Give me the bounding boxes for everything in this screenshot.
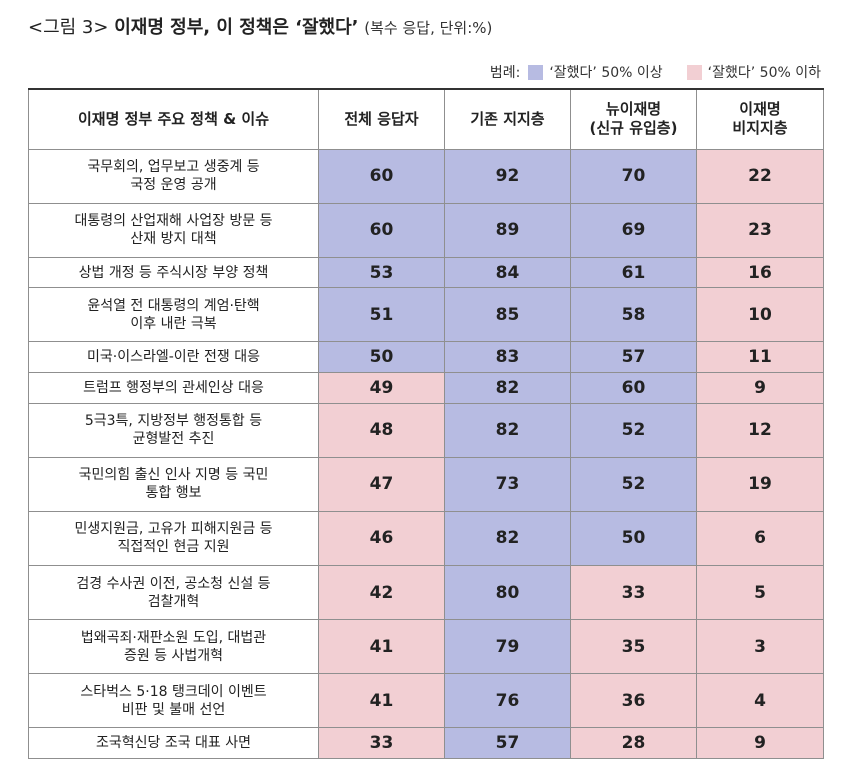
value-cell-existing: 82 xyxy=(444,402,571,458)
value-cell-existing: 85 xyxy=(444,287,571,343)
legend-low-swatch xyxy=(686,64,702,80)
value-cell-new: 36 xyxy=(570,673,697,729)
table-row: 검경 수사권 이전, 공소청 신설 등 검찰개혁 42 80 33 5 xyxy=(28,565,824,621)
issue-cell: 상법 개정 등 주식시장 부양 정책 xyxy=(28,256,319,289)
value-cell-non: 9 xyxy=(696,372,824,404)
value-cell-non: 6 xyxy=(696,510,824,567)
issue-cell: 국무회의, 업무보고 생중계 등 국정 운영 공개 xyxy=(28,148,319,204)
value-cell-all: 42 xyxy=(318,565,445,621)
value-cell-existing: 89 xyxy=(444,202,571,258)
value-cell-new: 70 xyxy=(570,148,697,204)
issue-cell: 트럼프 행정부의 관세인상 대응 xyxy=(28,372,319,404)
issue-cell: 스타벅스 5·18 탱크데이 이벤트 비판 및 불매 선언 xyxy=(28,673,319,729)
value-cell-non: 22 xyxy=(696,148,824,204)
value-cell-new: 28 xyxy=(570,727,697,759)
title-main: 이재명 정부, 이 정책은 ‘잘했다’ xyxy=(114,17,359,38)
table-row: 트럼프 행정부의 관세인상 대응 49 82 60 9 xyxy=(28,372,824,404)
legend-label: 범례: xyxy=(489,65,521,81)
value-cell-new: 52 xyxy=(570,402,697,458)
value-cell-existing: 73 xyxy=(444,456,571,512)
value-cell-all: 53 xyxy=(318,256,445,289)
issue-cell: 윤석열 전 대통령의 계엄·탄핵 이후 내란 극복 xyxy=(28,287,319,343)
legend-high-label: ‘잘했다’ 50% 이상 xyxy=(549,65,663,81)
value-cell-existing: 82 xyxy=(444,372,571,404)
value-cell-non: 12 xyxy=(696,402,824,458)
table-row: 5극3특, 지방정부 행정통합 등 균형발전 추진 48 82 52 12 xyxy=(28,402,824,458)
table-row: 법왜곡죄·재판소원 도입, 대법관 증원 등 사법개혁 41 79 35 3 xyxy=(28,619,824,675)
issue-cell: 검경 수사권 이전, 공소청 신설 등 검찰개혁 xyxy=(28,565,319,621)
value-cell-existing: 84 xyxy=(444,256,571,289)
table-row: 국무회의, 업무보고 생중계 등 국정 운영 공개 60 92 70 22 xyxy=(28,148,824,204)
header-new-supporters: 뉴이재명 (신규 유입층) xyxy=(570,88,697,150)
value-cell-new: 58 xyxy=(570,287,697,343)
value-cell-new: 60 xyxy=(570,372,697,404)
issue-cell: 법왜곡죄·재판소원 도입, 대법관 증원 등 사법개혁 xyxy=(28,619,319,675)
legend: 범례: ‘잘했다’ 50% 이상 ‘잘했다’ 50% 이하 xyxy=(490,62,821,82)
value-cell-new: 33 xyxy=(570,565,697,621)
table-row: 미국·이스라엘-이란 전쟁 대응 50 83 57 11 xyxy=(28,341,824,374)
issue-cell: 5극3특, 지방정부 행정통합 등 균형발전 추진 xyxy=(28,402,319,458)
value-cell-non: 3 xyxy=(696,619,824,675)
value-cell-existing: 92 xyxy=(444,148,571,204)
value-cell-new: 35 xyxy=(570,619,697,675)
legend-low-label: ‘잘했다’ 50% 이하 xyxy=(707,65,821,81)
header-existing-supporters: 기존 지지층 xyxy=(444,88,571,150)
table-row: 스타벅스 5·18 탱크데이 이벤트 비판 및 불매 선언 41 76 36 4 xyxy=(28,673,824,729)
header-non-supporters: 이재명 비지지층 xyxy=(696,88,824,150)
table-row: 윤석열 전 대통령의 계엄·탄핵 이후 내란 극복 51 85 58 10 xyxy=(28,287,824,343)
value-cell-new: 69 xyxy=(570,202,697,258)
value-cell-non: 10 xyxy=(696,287,824,343)
value-cell-new: 61 xyxy=(570,256,697,289)
issue-cell: 민생지원금, 고유가 피해지원금 등 직접적인 현금 지원 xyxy=(28,510,319,567)
value-cell-all: 50 xyxy=(318,341,445,374)
value-cell-non: 4 xyxy=(696,673,824,729)
value-cell-non: 9 xyxy=(696,727,824,759)
value-cell-all: 47 xyxy=(318,456,445,512)
value-cell-existing: 57 xyxy=(444,727,571,759)
title-note: (복수 응답, 단위:%) xyxy=(364,19,493,37)
value-cell-all: 51 xyxy=(318,287,445,343)
issue-cell: 미국·이스라엘-이란 전쟁 대응 xyxy=(28,341,319,374)
value-cell-existing: 79 xyxy=(444,619,571,675)
chart-title: <그림 3> 이재명 정부, 이 정책은 ‘잘했다’ (복수 응답, 단위:%) xyxy=(28,14,492,42)
value-cell-non: 19 xyxy=(696,456,824,512)
table-body: 국무회의, 업무보고 생중계 등 국정 운영 공개 60 92 70 22 대통령의 산업… xyxy=(28,148,824,759)
header-issue: 이재명 정부 주요 정책 & 이슈 xyxy=(28,88,319,150)
header-row: 이재명 정부 주요 정책 & 이슈 전체 응답자 기존 지지층 뉴이재명 (신규… xyxy=(28,88,824,150)
value-cell-all: 60 xyxy=(318,202,445,258)
value-cell-new: 50 xyxy=(570,510,697,567)
legend-high-swatch xyxy=(528,64,544,80)
value-cell-all: 60 xyxy=(318,148,445,204)
issue-cell: 조국혁신당 조국 대표 사면 xyxy=(28,727,319,759)
issue-cell: 대통령의 산업재해 사업장 방문 등 산재 방지 대책 xyxy=(28,202,319,258)
value-cell-non: 11 xyxy=(696,341,824,374)
header-all-respondents: 전체 응답자 xyxy=(318,88,445,150)
table-row: 조국혁신당 조국 대표 사면 33 57 28 9 xyxy=(28,727,824,759)
value-cell-existing: 83 xyxy=(444,341,571,374)
value-cell-existing: 80 xyxy=(444,565,571,621)
value-cell-non: 16 xyxy=(696,256,824,289)
value-cell-existing: 76 xyxy=(444,673,571,729)
value-cell-all: 33 xyxy=(318,727,445,759)
table-row: 상법 개정 등 주식시장 부양 정책 53 84 61 16 xyxy=(28,256,824,289)
issue-cell: 국민의힘 출신 인사 지명 등 국민 통합 행보 xyxy=(28,456,319,512)
value-cell-all: 41 xyxy=(318,673,445,729)
value-cell-existing: 82 xyxy=(444,510,571,567)
table-row: 대통령의 산업재해 사업장 방문 등 산재 방지 대책 60 89 69 23 xyxy=(28,202,824,258)
survey-table: 이재명 정부 주요 정책 & 이슈 전체 응답자 기존 지지층 뉴이재명 (신규… xyxy=(28,88,824,759)
value-cell-all: 48 xyxy=(318,402,445,458)
value-cell-non: 5 xyxy=(696,565,824,621)
value-cell-new: 57 xyxy=(570,341,697,374)
value-cell-all: 49 xyxy=(318,372,445,404)
value-cell-all: 41 xyxy=(318,619,445,675)
table-row: 국민의힘 출신 인사 지명 등 국민 통합 행보 47 73 52 19 xyxy=(28,456,824,512)
value-cell-non: 23 xyxy=(696,202,824,258)
value-cell-new: 52 xyxy=(570,456,697,512)
title-prefix: <그림 3> xyxy=(28,17,109,38)
value-cell-all: 46 xyxy=(318,510,445,567)
table-row: 민생지원금, 고유가 피해지원금 등 직접적인 현금 지원 46 82 50 6 xyxy=(28,510,824,567)
